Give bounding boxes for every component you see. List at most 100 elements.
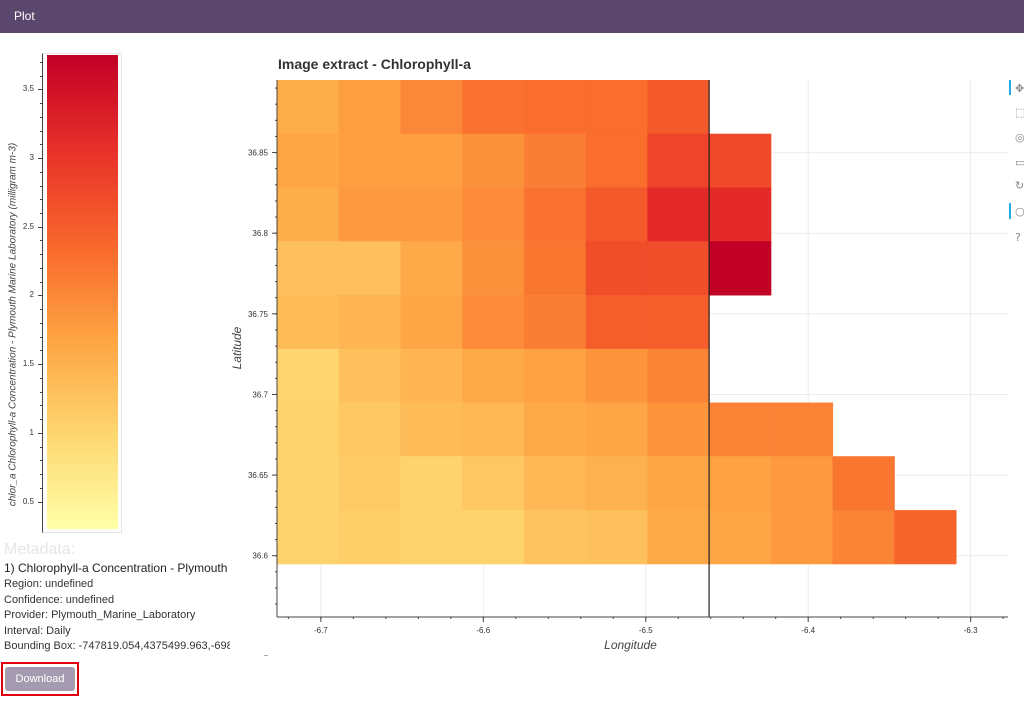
colorbar-minor-tick xyxy=(40,336,42,338)
box-zoom-icon[interactable]: ⬚ xyxy=(1015,106,1024,119)
pan-icon[interactable]: ✥ xyxy=(1015,82,1024,95)
heatmap-cell xyxy=(462,80,525,135)
heatmap-cell xyxy=(338,241,401,296)
heatmap-cell xyxy=(277,402,340,457)
heatmap-cell xyxy=(585,456,648,511)
heatmap-cell xyxy=(462,294,525,350)
heatmap-cell xyxy=(462,402,525,457)
heatmap-cell xyxy=(585,402,648,457)
heatmap-cell xyxy=(647,241,710,296)
heatmap-cell xyxy=(400,241,463,296)
heatmap-cell xyxy=(338,133,401,189)
save-icon[interactable]: ▭ xyxy=(1015,156,1024,169)
metadata-interval: Interval: Daily xyxy=(4,624,71,637)
colorbar-tick-label: 3 xyxy=(29,153,34,163)
heatmap-cell xyxy=(338,187,401,242)
y-tick-label: 36.8 xyxy=(252,229,268,238)
colorbar-minor-tick xyxy=(40,171,42,173)
heatmap-cell xyxy=(400,187,463,242)
colorbar-minor-tick xyxy=(40,267,42,269)
heatmap-cell xyxy=(277,241,340,296)
colorbar-tick-label: 3.5 xyxy=(22,84,34,94)
heatmap-cell xyxy=(400,456,463,511)
colorbar-minor-tick xyxy=(40,377,42,379)
y-axis-label: Latitude xyxy=(230,326,244,369)
heatmap-cell xyxy=(277,294,340,350)
colorbar-minor-tick xyxy=(40,419,42,421)
plot-toolbar: ✥ ⬚ ◎ ▭ ↻ ○ ? xyxy=(1009,80,1024,250)
colorbar-minor-tick xyxy=(40,322,42,324)
heatmap-cell xyxy=(523,456,587,511)
top-bar: Plot xyxy=(0,0,1024,33)
colorbar-minor-tick xyxy=(40,240,42,242)
heatmap-cell xyxy=(585,187,648,242)
y-tick-label: 36.65 xyxy=(248,471,269,480)
colorbar-minor-tick xyxy=(40,75,42,77)
hover-active-indicator xyxy=(1009,203,1011,219)
colorbar-minor-tick xyxy=(40,350,42,352)
colorbar-minor-tick xyxy=(40,185,42,187)
heatmap-cell xyxy=(462,133,525,189)
colorbar-minor-tick xyxy=(40,446,42,448)
heatmap-cell xyxy=(277,80,340,135)
heatmap-cell xyxy=(523,510,587,565)
heatmap-cell xyxy=(338,294,401,350)
metadata-confidence: Confidence: undefined xyxy=(4,593,115,606)
x-tick-label: -6.3 xyxy=(964,626,978,635)
heatmap-cell xyxy=(277,133,340,189)
heatmap-cell xyxy=(523,348,587,404)
heatmap-cell xyxy=(462,456,525,511)
download-highlight xyxy=(1,662,79,696)
heatmap-cell xyxy=(400,133,463,189)
colorbar-minor-tick xyxy=(40,213,42,214)
metadata-bounding-box: Bounding Box: -747819.054,4375499.963,-6… xyxy=(4,640,230,652)
heatmap-cell xyxy=(709,187,772,242)
metadata-panel: Metadata: 1) Chlorophyll-a Concentration… xyxy=(4,541,230,655)
colorbar-minor-tick xyxy=(40,281,42,283)
colorbar-tick-label: 1.5 xyxy=(22,359,34,369)
heatmap-cell xyxy=(462,187,525,242)
colorbar-minor-tick xyxy=(40,364,42,366)
x-axis-label: Longitude xyxy=(604,638,657,652)
colorbar-minor-tick xyxy=(40,501,42,503)
hover-icon[interactable]: ○ xyxy=(1015,205,1024,218)
colorbar-minor-tick xyxy=(40,474,42,476)
colorbar-minor-tick xyxy=(40,199,42,201)
colorbar-minor-tick xyxy=(40,61,42,63)
heatmap-cell xyxy=(523,133,587,189)
wheel-zoom-icon[interactable]: ◎ xyxy=(1015,131,1024,144)
x-tick-label: -6.4 xyxy=(801,626,815,635)
heatmap-cell xyxy=(647,456,710,511)
y-tick-label: 36.85 xyxy=(248,149,269,158)
colorbar-minor-tick xyxy=(40,460,42,462)
heatmap-cell xyxy=(832,510,895,565)
heatmap-cell xyxy=(770,510,834,565)
metadata-heading: Metadata: xyxy=(4,541,76,558)
x-tick-label: -6.6 xyxy=(476,626,490,635)
heatmap-cell xyxy=(647,402,710,457)
chart-title: Image extract - Chlorophyll-a xyxy=(278,56,471,72)
heatmap-cell xyxy=(709,133,772,189)
colorbar-minor-tick xyxy=(40,391,42,393)
heatmap-cell xyxy=(770,456,834,511)
y-tick-label: 36.75 xyxy=(248,310,269,319)
colorbar-minor-tick xyxy=(40,130,42,132)
heatmap-cell xyxy=(400,294,463,350)
colorbar-minor-tick xyxy=(40,89,42,91)
metadata-region: Region: undefined xyxy=(4,578,94,590)
heatmap-cell xyxy=(832,456,895,511)
colorbar-tick-label: 1 xyxy=(29,427,34,437)
download-button[interactable]: Download xyxy=(5,667,75,691)
heatmap-cell xyxy=(523,187,587,242)
heatmap-cell xyxy=(585,510,648,565)
heatmap-cell xyxy=(709,456,772,511)
help-icon[interactable]: ? xyxy=(1015,231,1021,244)
heatmap-cell xyxy=(338,348,401,404)
heatmap-cell xyxy=(647,80,710,135)
heatmap-cell xyxy=(400,510,463,565)
colorbar-minor-tick xyxy=(40,116,42,118)
reset-icon[interactable]: ↻ xyxy=(1015,179,1024,192)
heatmap-cell xyxy=(277,510,340,565)
colorbar-tick-label: 0.5 xyxy=(22,496,34,506)
